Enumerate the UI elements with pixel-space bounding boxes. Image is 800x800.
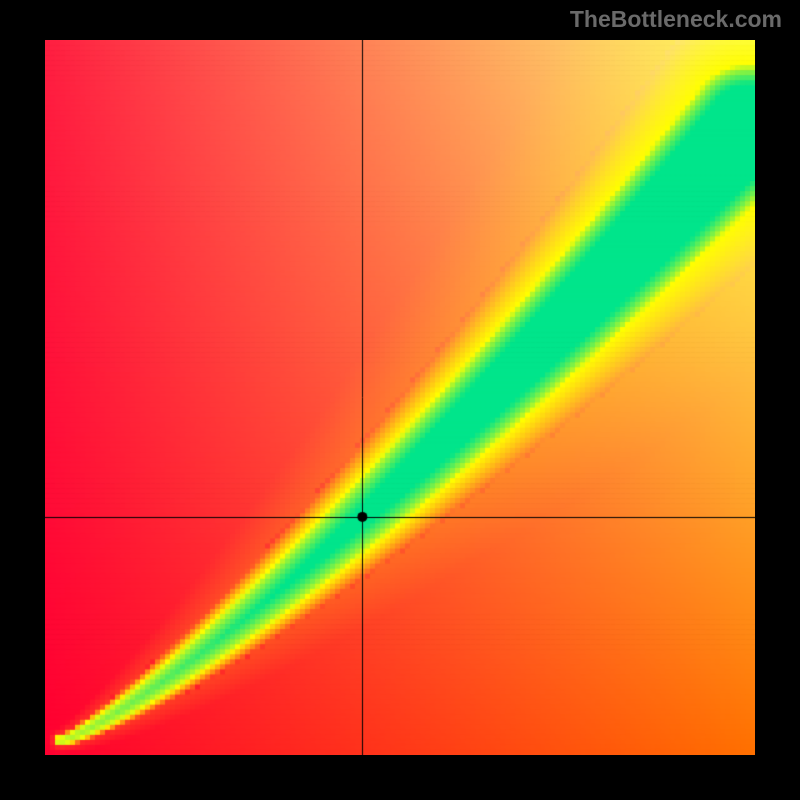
chart-container: TheBottleneck.com: [0, 0, 800, 800]
plot-area: [45, 40, 755, 755]
watermark-text: TheBottleneck.com: [570, 6, 782, 33]
heatmap-canvas: [45, 40, 755, 755]
